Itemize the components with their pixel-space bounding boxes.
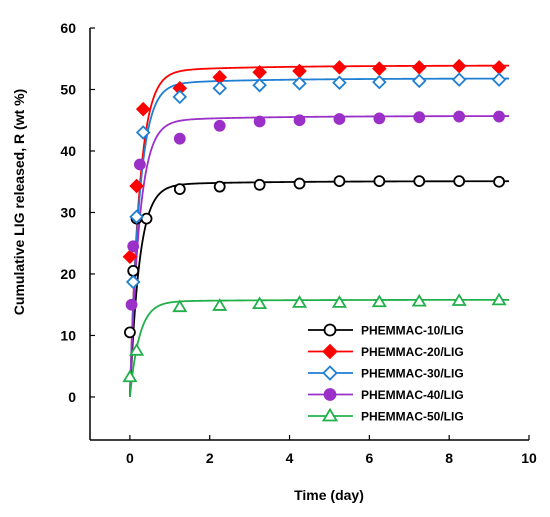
y-axis-title: Cumulative LIG released, R (wt %) — [11, 89, 27, 315]
legend-marker — [321, 407, 339, 422]
data-point — [133, 158, 146, 171]
legend-label: PHEMMAC-30/LIG — [361, 367, 464, 381]
data-point — [413, 175, 426, 188]
data-point — [413, 111, 426, 124]
data-point — [127, 264, 140, 277]
data-point — [332, 60, 347, 75]
data-point — [122, 249, 138, 265]
x-tick-label: 6 — [365, 450, 373, 466]
data-point — [213, 180, 226, 193]
data-point — [333, 175, 346, 188]
data-point — [173, 132, 186, 145]
data-point — [371, 294, 387, 308]
x-axis-title: Time (day) — [294, 487, 364, 503]
series-5-points — [122, 292, 507, 383]
data-point — [122, 369, 138, 383]
y-tick-label: 10 — [60, 327, 76, 343]
data-point — [213, 119, 226, 132]
series-4-points — [125, 110, 505, 311]
data-point — [253, 115, 266, 128]
data-point — [411, 73, 427, 89]
data-point — [411, 60, 427, 75]
y-tick-label: 30 — [60, 204, 76, 220]
data-point — [135, 125, 151, 140]
data-point — [453, 110, 466, 123]
data-point — [451, 72, 467, 87]
data-point — [331, 295, 348, 308]
y-tick-label: 20 — [60, 266, 76, 282]
legend-item-5: PHEMMAC-50/LIG — [308, 407, 464, 424]
data-point — [491, 292, 507, 306]
legend-label: PHEMMAC-50/LIG — [361, 410, 464, 424]
legend-marker — [322, 343, 338, 360]
legend: PHEMMAC-10/LIG PHEMMAC-20/LIG PHEMMAC-30/L… — [308, 324, 464, 424]
axis-ticks: 0 10 20 30 40 50 60 0 2 4 6 8 10 — [60, 20, 537, 466]
legend-item-4: PHEMMAC-40/LIG — [308, 388, 464, 402]
data-point — [293, 114, 306, 127]
y-tick-label: 50 — [60, 81, 76, 97]
data-point — [140, 212, 153, 225]
y-tick-label: 40 — [60, 143, 76, 159]
data-point — [125, 298, 138, 311]
data-point — [129, 209, 144, 225]
data-point — [493, 110, 505, 123]
data-point — [491, 72, 507, 87]
data-point — [291, 295, 308, 308]
y-tick-label: 0 — [68, 389, 76, 405]
data-point — [253, 178, 266, 191]
data-point — [333, 113, 346, 125]
data-point — [127, 240, 140, 253]
data-point — [212, 80, 227, 96]
data-point — [372, 74, 387, 90]
fit-curve-3 — [129, 77, 510, 397]
data-point — [451, 293, 467, 306]
data-point — [453, 175, 466, 188]
plot-frame — [89, 28, 529, 441]
x-tick-label: 2 — [206, 450, 214, 466]
data-point — [172, 299, 188, 313]
x-tick-label: 4 — [286, 450, 294, 466]
data-point — [173, 183, 186, 196]
data-point — [373, 112, 386, 125]
legend-label: PHEMMAC-20/LIG — [361, 345, 464, 359]
data-point — [411, 293, 427, 307]
data-point — [493, 175, 505, 188]
series-3-points — [125, 72, 507, 290]
x-tick-label: 0 — [126, 450, 134, 466]
data-point — [124, 326, 136, 339]
legend-marker — [323, 388, 337, 401]
data-point — [125, 274, 141, 290]
legend-label: PHEMMAC-10/LIG — [361, 324, 464, 338]
data-point — [293, 177, 306, 190]
data-point — [212, 298, 228, 311]
y-tick-label: 60 — [60, 20, 76, 36]
legend-item-3: PHEMMAC-30/LIG — [308, 365, 464, 381]
data-point — [372, 61, 387, 76]
x-tick-label: 8 — [445, 450, 453, 466]
data-point — [252, 77, 267, 93]
x-tick-label: 10 — [521, 450, 537, 466]
legend-marker — [322, 365, 338, 381]
data-point — [451, 58, 467, 74]
data-markers — [122, 58, 507, 383]
data-point — [135, 101, 151, 117]
data-point — [332, 75, 347, 91]
data-point — [252, 296, 268, 310]
legend-item-1: PHEMMAC-10/LIG — [308, 324, 464, 338]
data-point — [373, 175, 386, 188]
legend-label: PHEMMAC-40/LIG — [361, 388, 464, 402]
data-point — [128, 343, 145, 356]
data-point — [292, 76, 307, 91]
data-point — [129, 178, 144, 194]
legend-marker — [323, 323, 337, 337]
data-point — [172, 89, 188, 105]
legend-item-2: PHEMMAC-20/LIG — [308, 343, 464, 360]
series-2-points — [122, 58, 507, 265]
